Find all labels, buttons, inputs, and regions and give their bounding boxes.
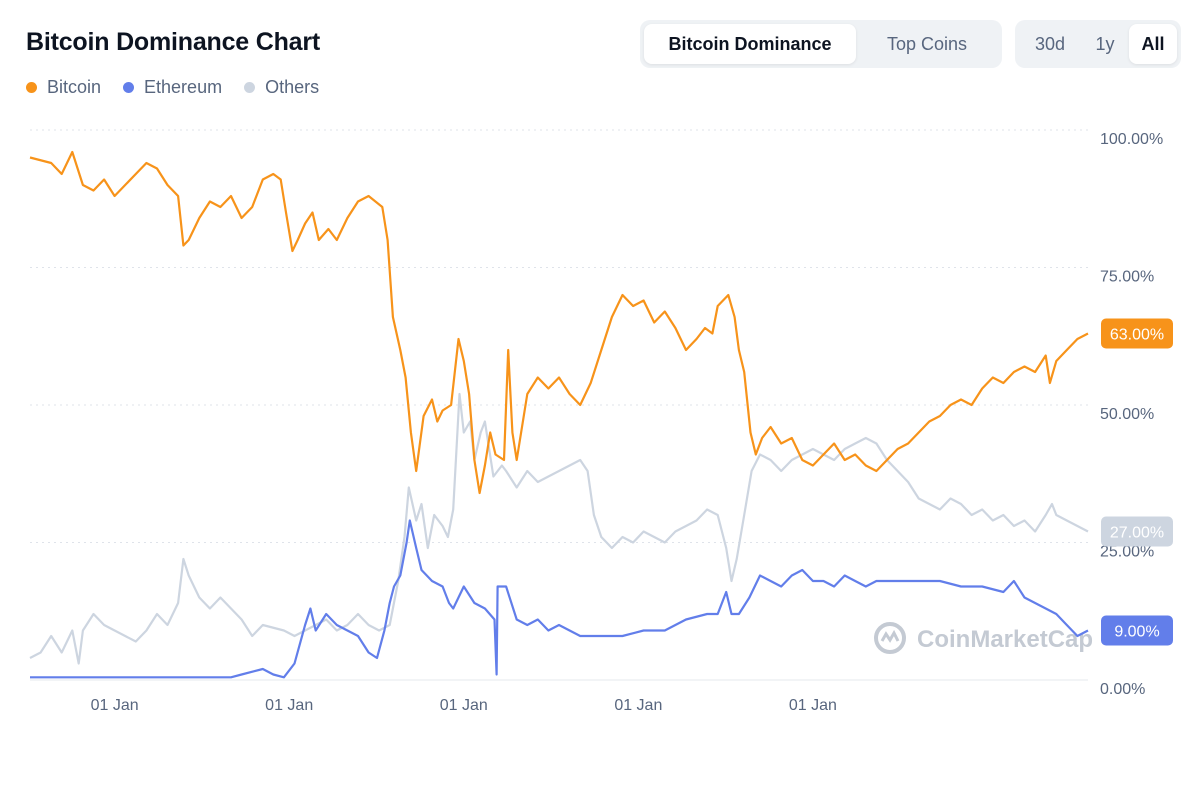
chart-type-tabs: Bitcoin Dominance Top Coins — [640, 20, 1002, 68]
ethereum-dot-icon — [123, 82, 135, 93]
y-tick-label: 100.00% — [1100, 131, 1163, 148]
series-line-bitcoin[interactable] — [29, 150, 1089, 495]
badge-value: 27.00% — [1110, 525, 1164, 542]
badge-background — [1101, 318, 1173, 349]
badge-others: 27.00% — [1101, 516, 1173, 547]
badge-value: 63.00% — [1110, 327, 1164, 344]
range-1y-button[interactable]: 1y — [1095, 33, 1115, 54]
y-tick-label: 0.00% — [1100, 681, 1145, 698]
series-line-others[interactable] — [29, 392, 1089, 665]
chart-title: Bitcoin Dominance Chart — [26, 28, 321, 56]
x-axis-ticks: 01 Jan 01 Jan 01 Jan 01 Jan 01 Jan — [91, 697, 837, 714]
series-lines — [29, 150, 1089, 679]
watermark-text: CoinMarketCap — [917, 626, 1093, 653]
y-tick-label: 75.00% — [1100, 269, 1154, 286]
others-dot-icon — [244, 82, 256, 93]
bitcoin-dot-icon — [26, 82, 37, 93]
y-axis-ticks: 0.00% 25.00% 50.00% 75.00% 100.00% — [1100, 131, 1163, 698]
x-tick-label: 01 Jan — [440, 697, 488, 714]
grid-lines — [30, 129, 1088, 681]
legend: Bitcoin Ethereum Others — [26, 77, 319, 98]
legend-label-ethereum: Ethereum — [144, 77, 223, 97]
tab-top-coins[interactable]: Top Coins — [886, 33, 968, 54]
series-line-ethereum[interactable] — [30, 519, 1089, 679]
legend-label-bitcoin: Bitcoin — [47, 77, 102, 97]
time-range-selector: 30d 1y All — [1015, 20, 1181, 68]
legend-item-ethereum[interactable]: Ethereum — [123, 77, 222, 98]
x-tick-label: 01 Jan — [789, 697, 837, 714]
legend-item-bitcoin[interactable]: Bitcoin — [26, 77, 101, 98]
coinmarketcap-watermark: CoinMarketCap — [874, 622, 1093, 654]
x-tick-label: 01 Jan — [265, 697, 313, 714]
y-tick-label: 50.00% — [1100, 406, 1154, 423]
legend-label-others: Others — [265, 77, 320, 97]
tab-bitcoin-dominance[interactable]: Bitcoin Dominance — [644, 24, 856, 64]
y-tick-label: 25.00% — [1100, 544, 1154, 561]
x-tick-label: 01 Jan — [614, 697, 662, 714]
coinmarketcap-logo-icon — [874, 622, 906, 654]
badge-background — [1101, 615, 1173, 646]
x-tick-label: 01 Jan — [91, 697, 139, 714]
last-value-badges: 63.00% 9.00% 27.00% — [1101, 318, 1173, 646]
badge-value: 9.00% — [1114, 624, 1159, 641]
badge-bitcoin: 63.00% — [1101, 318, 1173, 349]
coinmarketcap-logo-wave-icon — [880, 629, 900, 643]
range-all-button[interactable]: All — [1129, 24, 1177, 64]
badge-background — [1101, 516, 1173, 547]
badge-ethereum: 9.00% — [1101, 615, 1173, 646]
range-30d-button[interactable]: 30d — [1034, 33, 1066, 54]
legend-item-others[interactable]: Others — [244, 77, 319, 98]
